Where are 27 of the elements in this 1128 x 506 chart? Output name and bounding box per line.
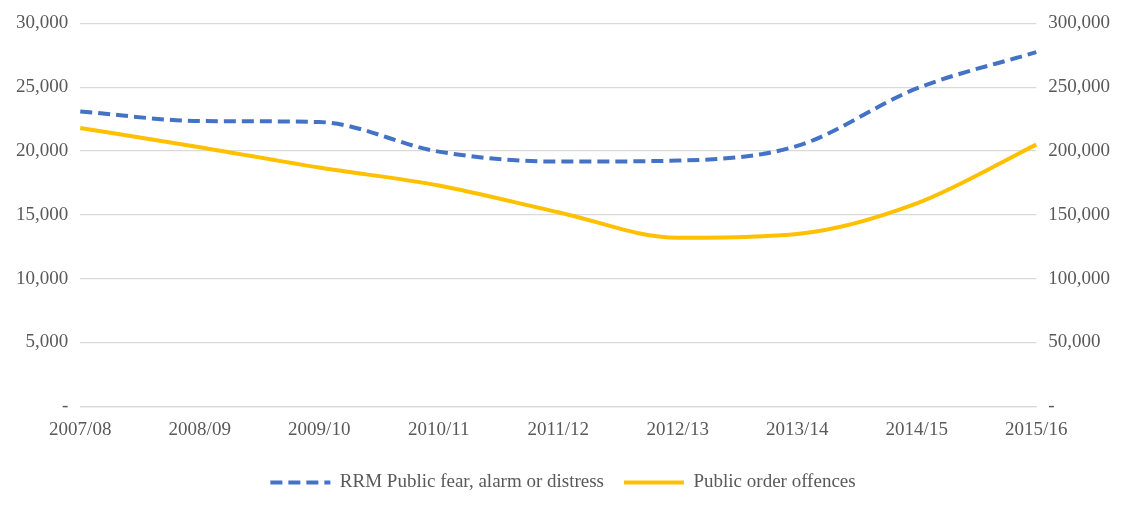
x-tick-label: 2011/12 <box>527 417 590 439</box>
y-tick-label: - <box>61 394 69 416</box>
legend-label: RRM Public fear, alarm or distress <box>339 470 604 492</box>
y2-tick-label: 100,000 <box>1048 266 1110 288</box>
y2-tick-label: 150,000 <box>1048 202 1110 224</box>
y2-tick-label: - <box>1048 394 1055 416</box>
x-tick-label: 2007/08 <box>49 417 112 439</box>
x-tick-label: 2008/09 <box>168 417 231 439</box>
legend-label: Public order offences <box>693 470 856 492</box>
line-series <box>78 126 1039 240</box>
y-tick-label: 25,000 <box>16 75 69 97</box>
y-tick-label: 30,000 <box>16 11 69 33</box>
x-tick-label: 2009/10 <box>288 417 351 439</box>
y-tick-label: 10,000 <box>16 266 69 288</box>
x-tick-label: 2014/15 <box>885 417 948 439</box>
line-series <box>78 50 1039 164</box>
y-tick-label: 15,000 <box>16 202 69 224</box>
y2-tick-label: 50,000 <box>1048 330 1101 352</box>
x-tick-label: 2013/14 <box>766 417 829 439</box>
y-tick-label: 5,000 <box>25 330 69 352</box>
x-tick-label: 2012/13 <box>646 417 709 439</box>
y-tick-label: 20,000 <box>16 138 69 160</box>
y2-tick-label: 250,000 <box>1048 75 1110 97</box>
y2-tick-label: 200,000 <box>1048 138 1110 160</box>
x-tick-label: 2015/16 <box>1005 417 1068 439</box>
x-tick-label: 2010/11 <box>407 417 470 439</box>
y2-tick-label: 300,000 <box>1048 11 1110 33</box>
